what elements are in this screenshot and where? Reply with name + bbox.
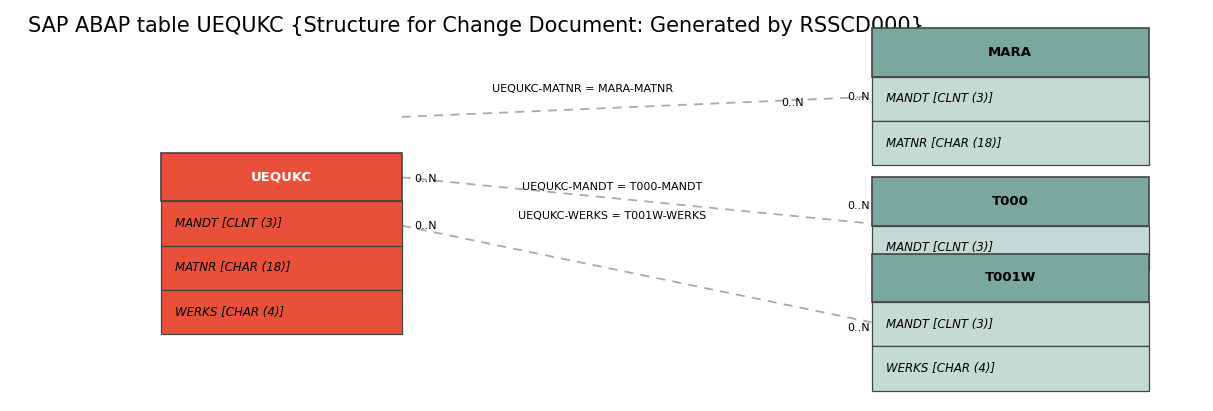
FancyBboxPatch shape bbox=[871, 76, 1149, 121]
Text: UEQUKC-WERKS = T001W-WERKS: UEQUKC-WERKS = T001W-WERKS bbox=[518, 210, 707, 221]
FancyBboxPatch shape bbox=[871, 177, 1149, 226]
Text: 0..N: 0..N bbox=[848, 201, 870, 210]
Text: WERKS [CHAR (4)]: WERKS [CHAR (4)] bbox=[885, 362, 995, 375]
Text: T001W: T001W bbox=[985, 272, 1036, 284]
Text: MANDT [CLNT (3)]: MANDT [CLNT (3)] bbox=[885, 92, 993, 105]
FancyBboxPatch shape bbox=[161, 153, 402, 201]
Text: 0..N: 0..N bbox=[414, 174, 437, 184]
Text: 0..N: 0..N bbox=[848, 323, 870, 333]
Text: MANDT [CLNT (3)]: MANDT [CLNT (3)] bbox=[885, 318, 993, 331]
FancyBboxPatch shape bbox=[871, 226, 1149, 270]
Text: UEQUKC-MANDT = T000-MANDT: UEQUKC-MANDT = T000-MANDT bbox=[523, 182, 702, 192]
FancyBboxPatch shape bbox=[161, 246, 402, 290]
Text: WERKS [CHAR (4)]: WERKS [CHAR (4)] bbox=[175, 306, 284, 319]
Text: MARA: MARA bbox=[989, 46, 1032, 59]
Text: MANDT [CLNT (3)]: MANDT [CLNT (3)] bbox=[885, 241, 993, 254]
Text: T000: T000 bbox=[991, 195, 1029, 208]
FancyBboxPatch shape bbox=[871, 302, 1149, 346]
FancyBboxPatch shape bbox=[871, 121, 1149, 165]
FancyBboxPatch shape bbox=[871, 254, 1149, 302]
Text: SAP ABAP table UEQUKC {Structure for Change Document: Generated by RSSCD000}: SAP ABAP table UEQUKC {Structure for Cha… bbox=[28, 16, 924, 36]
FancyBboxPatch shape bbox=[871, 346, 1149, 391]
Text: 0..N: 0..N bbox=[781, 98, 804, 108]
Text: 0..N: 0..N bbox=[848, 92, 870, 102]
FancyBboxPatch shape bbox=[161, 290, 402, 335]
Text: UEQUKC-MATNR = MARA-MATNR: UEQUKC-MATNR = MARA-MATNR bbox=[491, 84, 673, 94]
Text: MATNR [CHAR (18)]: MATNR [CHAR (18)] bbox=[885, 136, 1002, 150]
Text: 0..N: 0..N bbox=[414, 222, 437, 231]
FancyBboxPatch shape bbox=[871, 28, 1149, 76]
FancyBboxPatch shape bbox=[161, 201, 402, 246]
Text: MATNR [CHAR (18)]: MATNR [CHAR (18)] bbox=[175, 261, 291, 275]
Text: UEQUKC: UEQUKC bbox=[251, 171, 312, 184]
Text: MANDT [CLNT (3)]: MANDT [CLNT (3)] bbox=[175, 217, 283, 230]
